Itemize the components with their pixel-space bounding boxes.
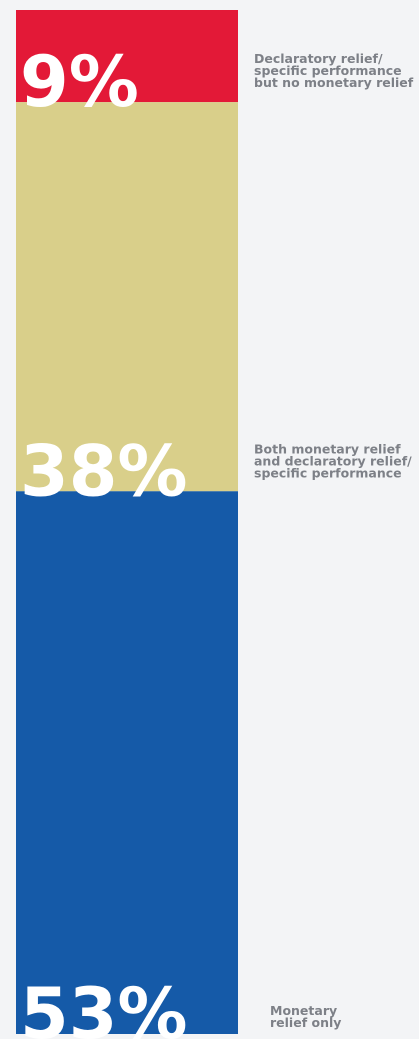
category-label-1: Both monetary relief and declaratory reli…	[254, 441, 412, 480]
category-label-1-line-2: specific performance	[254, 465, 402, 480]
category-label-0-line-0: Declaratory relief/	[254, 51, 383, 66]
category-label-0-line-2: but no monetary relief	[254, 75, 414, 90]
percent-label-1: 38%	[20, 430, 188, 512]
percent-label-2: 53%	[20, 973, 188, 1039]
category-label-2-line-0: Monetary	[270, 1003, 337, 1018]
percent-label-0: 9%	[20, 41, 139, 123]
bar-segment-0	[16, 10, 238, 103]
percent-labels-group: 9% 38% 53%	[20, 41, 188, 1039]
category-labels-group: Declaratory relief/specific performance b…	[254, 51, 414, 1030]
category-label-1-line-0: Both monetary relief	[254, 441, 401, 456]
bar-segment-2	[16, 491, 238, 1034]
category-label-2: Monetary relief only	[270, 1003, 341, 1030]
category-label-2-line-1: relief only	[270, 1015, 341, 1030]
bar-segment-1	[16, 102, 238, 492]
category-label-0-line-1: specific performance	[254, 63, 402, 78]
category-label-0: Declaratory relief/specific performance b…	[254, 51, 414, 90]
category-label-1-line-1: and declaratory relief/	[254, 453, 412, 468]
segments-group	[16, 10, 238, 1034]
